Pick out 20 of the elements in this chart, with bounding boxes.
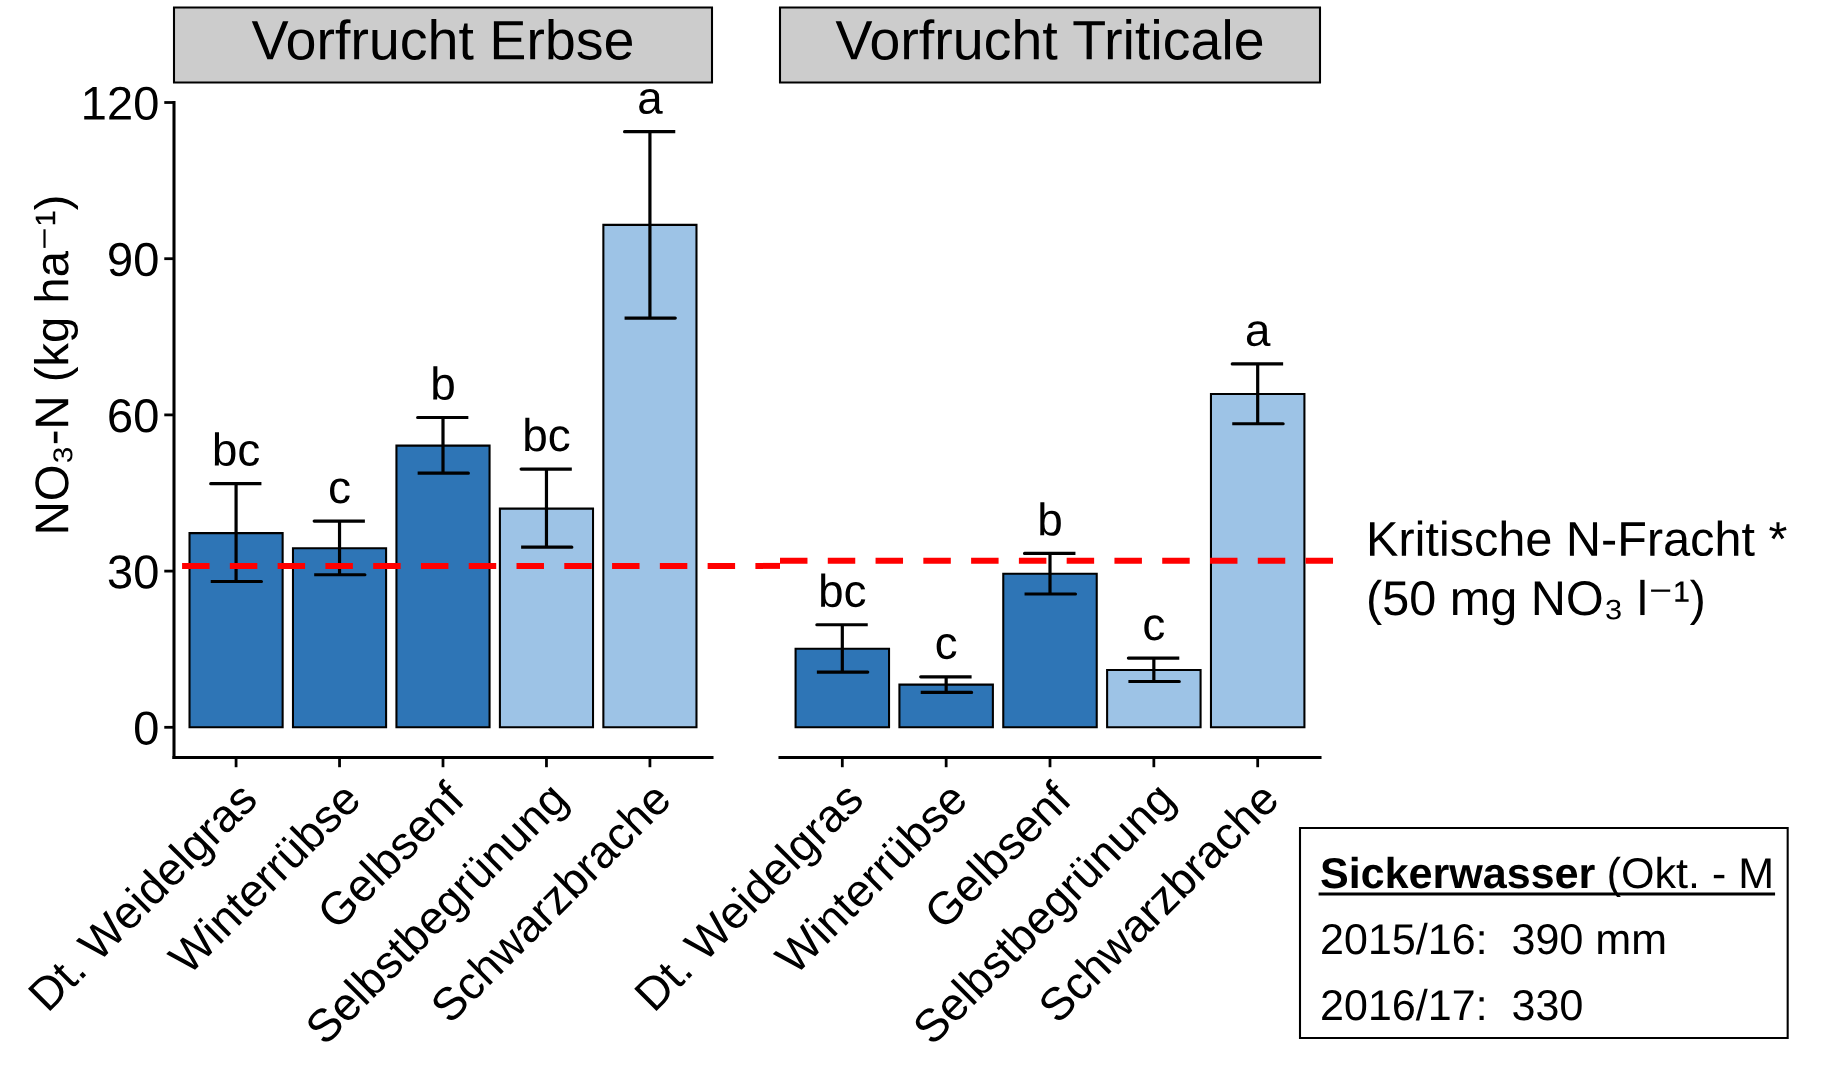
y-tick-label: 90 — [109, 242, 158, 277]
data-label: a — [639, 88, 663, 115]
data-label: bc — [214, 432, 260, 467]
data-label: a — [1246, 321, 1271, 347]
data-label: bc — [525, 417, 570, 452]
data-label: b — [1040, 502, 1061, 536]
data-label: b — [433, 366, 454, 400]
y-axis-title: NO₃-N (kg ha⁻¹) — [33, 197, 78, 532]
data-label: bc — [821, 573, 866, 608]
y-tick-label: 30 — [108, 555, 158, 589]
y-tick-label: 0 — [135, 711, 158, 745]
text: Sickerwasser (Okt. - M 2015/16: 390 mm 2016/17: 330 — [1321, 856, 1771, 1021]
y-tick-label: 60 — [109, 399, 158, 433]
ref-line-label: Kritische N-Fracht * (50 mg NO₃ l⁻¹) — [1369, 520, 1787, 626]
y-tick-label: 120 — [84, 86, 158, 121]
data-label: c — [936, 634, 957, 660]
data-label: c — [1144, 615, 1165, 641]
data-label: c — [330, 478, 350, 504]
chart-title: Vorfrucht Erbse — [251, 19, 632, 60]
chart-title: Vorfrucht Triticale — [835, 19, 1263, 60]
